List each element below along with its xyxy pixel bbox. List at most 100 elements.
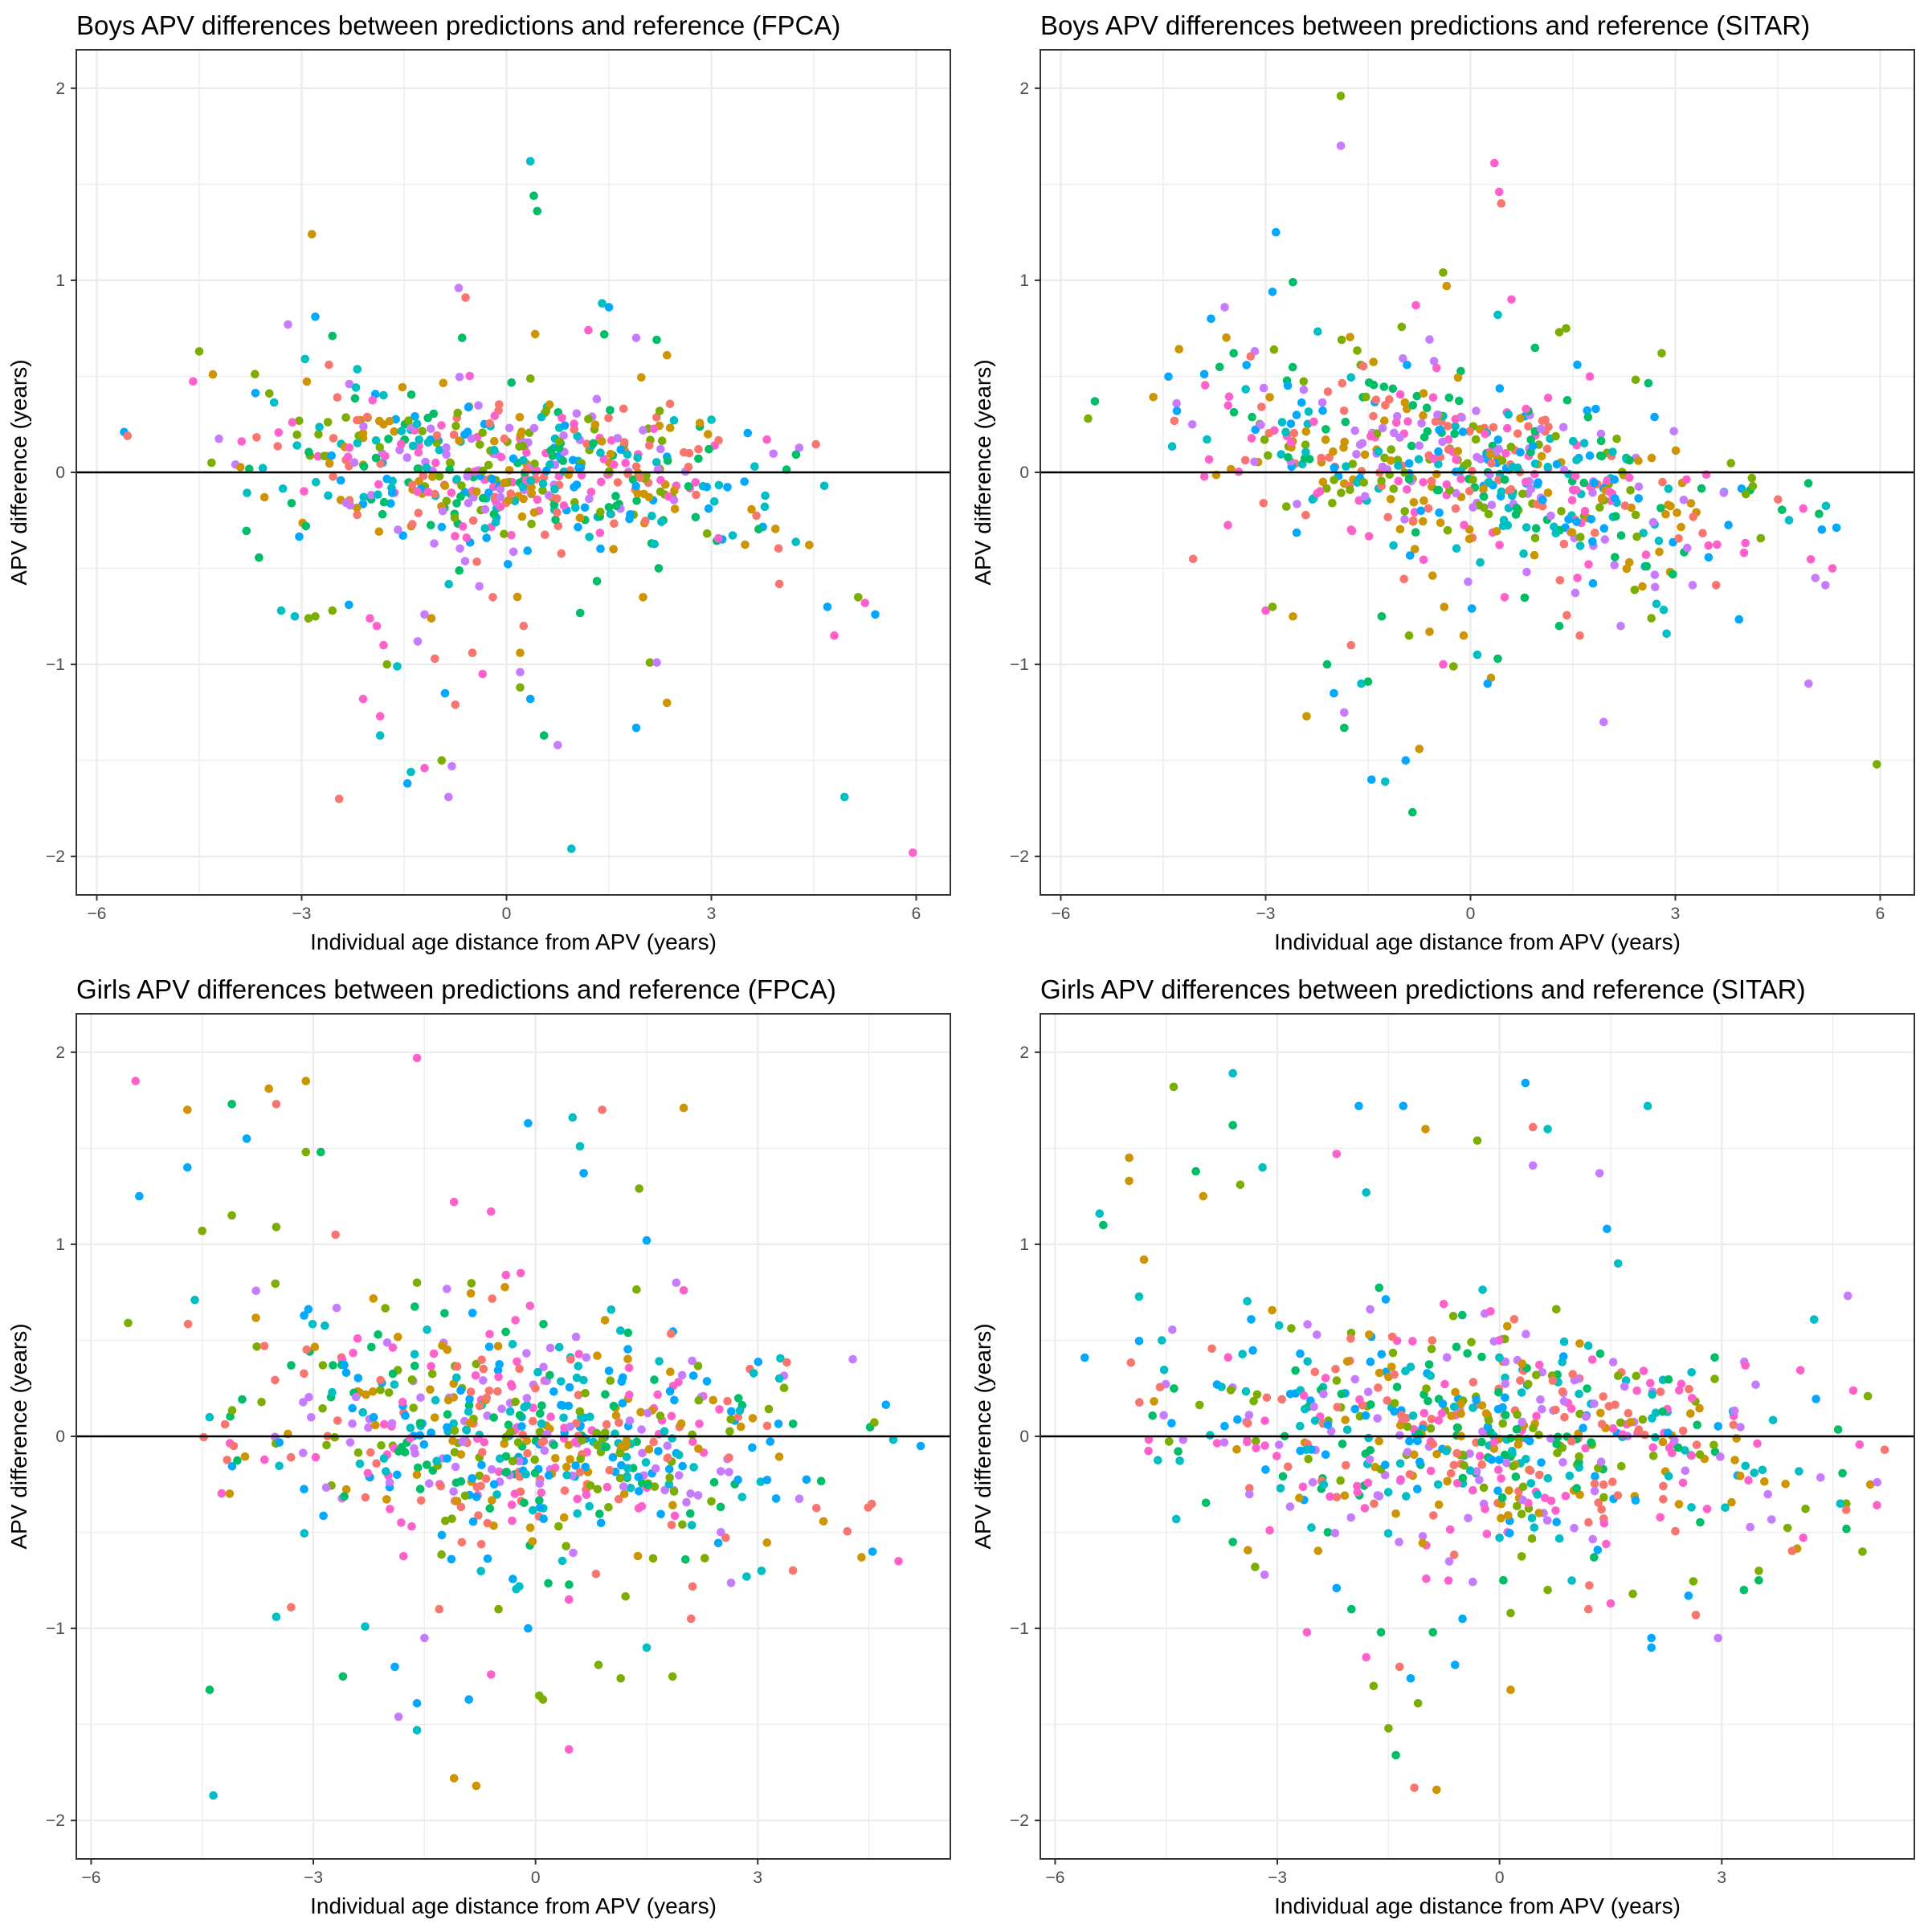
data-point: [526, 374, 535, 383]
data-point: [321, 1483, 331, 1492]
data-point: [1366, 1357, 1375, 1366]
data-point: [1310, 1367, 1320, 1377]
data-point: [1500, 593, 1509, 602]
data-point: [1243, 1419, 1252, 1428]
data-point: [375, 443, 385, 451]
data-point: [1207, 314, 1215, 324]
data-point: [1451, 1660, 1460, 1669]
data-point: [1758, 1465, 1767, 1475]
data-point: [1135, 1398, 1144, 1407]
data-point: [1350, 1374, 1360, 1384]
data-point: [1595, 503, 1604, 512]
data-point: [464, 1407, 473, 1416]
data-point: [1664, 1374, 1673, 1384]
y-axis-title: APV difference (years): [6, 359, 31, 585]
data-point: [635, 1487, 643, 1496]
data-point: [704, 430, 713, 439]
data-point: [1269, 345, 1279, 354]
data-point: [1585, 1581, 1594, 1590]
data-point: [530, 1468, 540, 1477]
data-point: [1358, 361, 1368, 371]
data-point: [1534, 1509, 1543, 1517]
data-point: [641, 1458, 651, 1467]
data-point: [1443, 1477, 1452, 1486]
data-point: [411, 1448, 419, 1458]
data-point: [423, 488, 433, 496]
data-point: [1570, 1523, 1579, 1533]
data-point: [394, 1333, 402, 1342]
data-point: [1512, 1425, 1522, 1434]
data-point: [238, 1395, 247, 1404]
data-point: [619, 1482, 628, 1491]
data-point: [1410, 1450, 1419, 1460]
data-point: [504, 560, 513, 569]
data-point: [1599, 1392, 1607, 1401]
data-point: [320, 451, 329, 460]
data-point: [606, 406, 615, 415]
data-point: [431, 458, 440, 468]
data-point: [1568, 1370, 1577, 1379]
data-point: [615, 1418, 623, 1428]
data-point: [554, 1342, 564, 1352]
data-point: [1495, 541, 1504, 549]
data-point: [1360, 1504, 1370, 1513]
data-point: [633, 453, 642, 463]
data-point: [1684, 1591, 1693, 1600]
data-point: [870, 1418, 879, 1427]
data-point: [616, 1674, 625, 1683]
data-point: [366, 1448, 375, 1457]
data-point: [508, 1456, 517, 1466]
data-point: [1495, 1353, 1504, 1362]
data-point: [324, 491, 333, 500]
data-point: [407, 1522, 416, 1531]
data-point: [578, 1436, 586, 1445]
data-point: [1168, 1325, 1177, 1334]
data-point: [1412, 391, 1422, 401]
data-point: [686, 1489, 695, 1498]
data-point: [596, 448, 605, 457]
data-point: [633, 1551, 643, 1561]
data-point: [1741, 1461, 1750, 1471]
data-point: [1199, 1191, 1208, 1201]
data-point: [1596, 1457, 1606, 1466]
data-point: [464, 402, 473, 412]
data-point: [1260, 1416, 1269, 1425]
data-point: [407, 1375, 417, 1384]
data-point: [1583, 413, 1593, 422]
data-point: [331, 1230, 341, 1240]
data-point: [1873, 1501, 1881, 1509]
data-point: [626, 510, 635, 519]
data-point: [1304, 407, 1313, 416]
data-point: [572, 409, 582, 418]
data-point: [748, 1443, 757, 1452]
data-point: [1134, 1292, 1144, 1301]
data-point: [1296, 1349, 1305, 1358]
data-point: [1436, 425, 1444, 435]
data-point: [726, 1579, 736, 1587]
data-point: [1389, 484, 1399, 493]
data-point: [1346, 1334, 1355, 1343]
data-point: [477, 1355, 486, 1364]
data-point: [1531, 1370, 1541, 1379]
data-point: [214, 434, 223, 443]
data-point: [515, 1411, 525, 1419]
x-tick-label: −3: [304, 1869, 323, 1887]
data-point: [1424, 504, 1433, 513]
data-point: [1524, 422, 1533, 431]
data-point: [1341, 1415, 1350, 1424]
data-point: [1477, 1352, 1486, 1362]
data-point: [1472, 1395, 1481, 1405]
data-point: [300, 1485, 308, 1493]
data-point: [1626, 486, 1635, 495]
data-point: [1457, 413, 1466, 422]
data-point: [1661, 509, 1670, 519]
data-point: [1467, 1338, 1476, 1347]
data-point: [1354, 1101, 1363, 1111]
data-point: [1494, 444, 1503, 454]
data-point: [1317, 398, 1327, 407]
data-point: [353, 503, 362, 513]
data-point: [1693, 1420, 1701, 1430]
data-point: [1817, 525, 1827, 534]
data-point: [709, 1395, 717, 1405]
